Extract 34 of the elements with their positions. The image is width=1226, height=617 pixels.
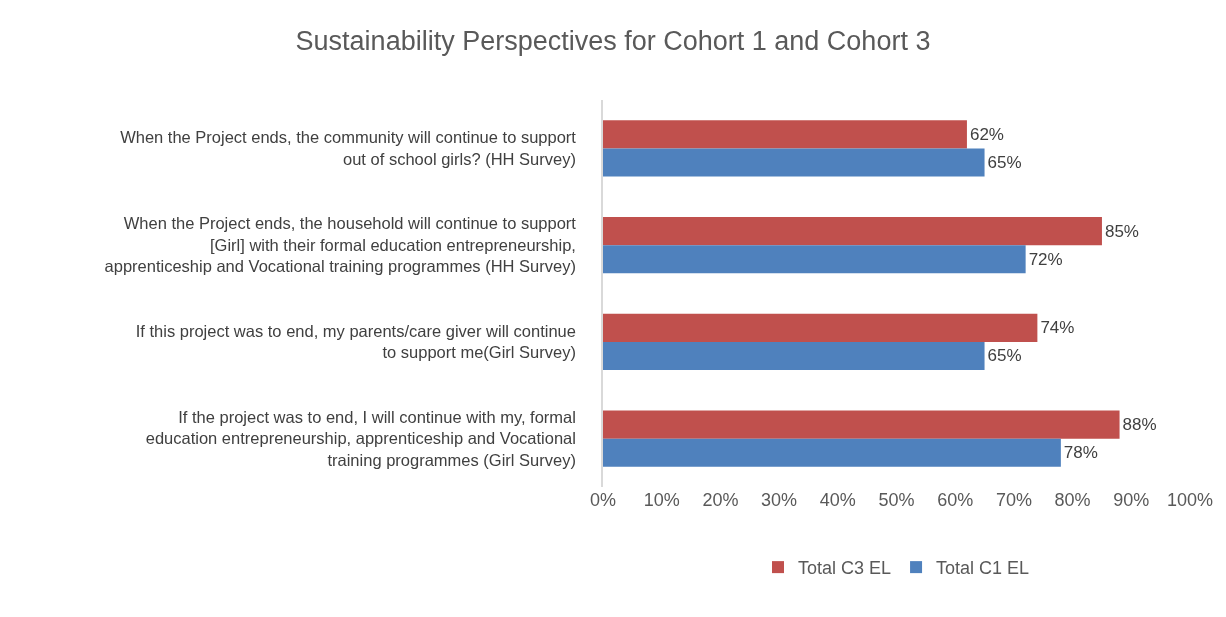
legend-label: Total C1 EL — [936, 558, 1030, 579]
data-label: 62% — [969, 124, 1004, 144]
y-tick-label: If the project was to end, I will continue with my, formal education entrepreneurship, apprenticeship and Vocational training programmes (Girl Survey) — [145, 407, 576, 469]
x-tick-label: 0% — [589, 490, 617, 510]
x-tick-label: 80% — [1054, 490, 1091, 510]
data-label: 74% — [1040, 318, 1075, 338]
data-label: 72% — [1028, 249, 1063, 269]
x-tick-label: 70% — [995, 490, 1032, 510]
x-tick-label: 100% — [1166, 490, 1214, 510]
legend-label: Total C3 EL — [798, 558, 892, 579]
data-label: 78% — [1063, 443, 1098, 463]
x-tick-label: 50% — [878, 490, 915, 510]
x-tick-label: 10% — [643, 490, 680, 510]
y-tick-label: When the Project ends, the household will continue to support [Girl] with their formal education entrepreneurship, apprenticeship and Vocational training programmes (HH Survey) — [104, 214, 577, 276]
bar — [603, 120, 967, 149]
x-tick-label: 30% — [761, 490, 798, 510]
chart-title: Sustainability Perspectives for Cohort 1 and Cohort 3 — [295, 25, 931, 56]
data-label: 88% — [1122, 415, 1157, 435]
bar — [603, 245, 1026, 274]
data-label: 65% — [987, 152, 1022, 172]
y-tick-label: If this project was to end, my parents/care giver will continue to support me(Girl Survey) — [135, 321, 576, 362]
bar — [603, 438, 1061, 467]
bar — [603, 410, 1120, 439]
bar — [603, 148, 985, 177]
bar — [603, 217, 1102, 246]
data-label: 85% — [1104, 221, 1139, 241]
x-tick-label: 90% — [1113, 490, 1150, 510]
bar — [603, 341, 985, 370]
y-tick-label: When the Project ends, the community will continue to support out of school girls? (HH Survey) — [120, 128, 577, 168]
bar — [603, 313, 1038, 342]
x-tick-label: 40% — [819, 490, 856, 510]
data-label: 65% — [987, 346, 1022, 366]
x-tick-label: 60% — [937, 490, 974, 510]
x-tick-label: 20% — [702, 490, 739, 510]
